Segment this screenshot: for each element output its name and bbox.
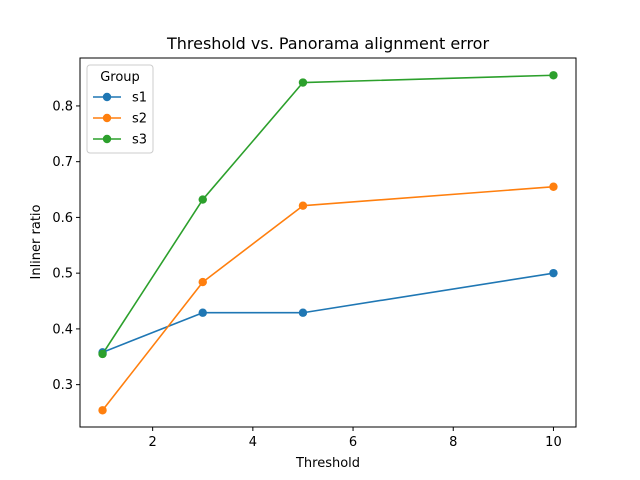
data-point-s3	[549, 71, 558, 80]
x-axis-ticks: 2 4 6 8 10	[149, 427, 562, 450]
y-axis-ticks: 0.3 0.4 0.5 0.6 0.7 0.8	[52, 99, 80, 393]
legend-title: Group	[100, 70, 140, 85]
series-line-s3	[101, 74, 555, 356]
data-point-s1	[298, 308, 308, 317]
x-tick-label: 6	[349, 435, 357, 450]
x-tick-label: 10	[545, 435, 562, 450]
data-point-s2	[98, 406, 107, 415]
legend-marker-s3	[102, 134, 112, 144]
chart-title: Threshold vs. Panorama alignment error	[166, 34, 490, 53]
legend-marker-s1	[102, 92, 112, 102]
data-point-s2	[198, 277, 207, 287]
data-point-s1	[198, 308, 207, 317]
data-point-s3	[198, 195, 207, 204]
x-tick-label: 2	[149, 435, 157, 450]
y-tick-label: 0.7	[52, 155, 73, 170]
legend-label-s3: s3	[132, 133, 147, 148]
legend-marker-s2	[102, 113, 112, 123]
legend-label-s1: s1	[132, 91, 147, 106]
data-point-s2	[549, 182, 558, 191]
legend-label-s2: s2	[132, 112, 147, 127]
x-tick-label: 4	[249, 435, 257, 450]
y-tick-label: 0.5	[52, 267, 73, 282]
data-point-s3	[98, 349, 107, 359]
data-point-s3	[298, 78, 308, 87]
y-tick-label: 0.8	[52, 99, 73, 114]
series-line-s2	[101, 185, 555, 412]
series-line-s1	[101, 272, 555, 354]
y-tick-label: 0.4	[52, 322, 73, 337]
axes-frame	[79, 57, 577, 428]
legend-box	[86, 64, 154, 154]
plot-area	[98, 71, 558, 415]
legend: Group s1 s2 s3	[86, 64, 154, 154]
data-point-s1	[549, 268, 558, 278]
y-axis-label: Inliner ratio	[29, 204, 44, 279]
x-axis-label: Threshold	[295, 456, 360, 471]
y-tick-label: 0.3	[52, 378, 73, 393]
x-tick-label: 8	[449, 435, 457, 450]
y-tick-label: 0.6	[52, 211, 73, 226]
data-point-s2	[298, 201, 308, 210]
